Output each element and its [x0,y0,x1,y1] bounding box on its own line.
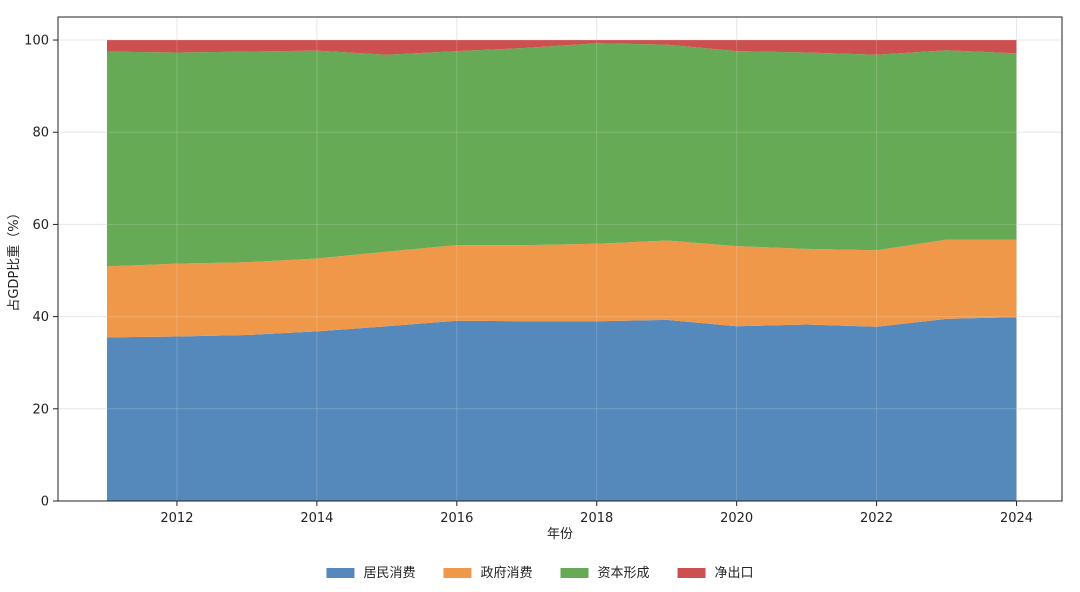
y-tick-label: 40 [32,310,49,325]
legend-item: 净出口 [677,566,754,581]
area-layer [58,17,1062,502]
x-tick-label: 2014 [300,511,333,526]
legend-label: 资本形成 [598,566,650,581]
legend: 居民消费 政府消费 资本形成 净出口 [326,566,754,581]
x-tick-label: 2012 [160,511,193,526]
grid-overlay [58,17,1062,502]
area-series-2 [106,43,1017,267]
legend-swatch [326,568,355,578]
plot-frame [57,16,1063,502]
y-tick-label: 60 [32,218,49,233]
legend-label: 居民消费 [363,566,415,581]
y-tick-label: 0 [41,495,49,510]
y-tick-label: 80 [32,126,49,141]
legend-label: 政府消费 [480,566,532,581]
y-axis-title: 占GDP比重（%） [6,206,22,311]
area-series-1 [106,239,1017,338]
x-tick-label: 2024 [1000,511,1033,526]
y-tick-label: 20 [32,402,49,417]
area-series-3 [106,40,1017,55]
legend-item: 居民消费 [326,566,415,581]
x-tick-label: 2016 [440,511,473,526]
x-axis-title: 年份 [547,527,573,542]
x-tick-label: 2022 [860,511,893,526]
y-tick-label: 100 [24,34,49,49]
legend-swatch [560,568,589,578]
y-axis: 0 20 40 60 80 100 [24,34,58,510]
legend-swatch [677,568,706,578]
x-axis: 2012 2014 2016 2018 2020 2022 2024 [160,501,1033,526]
legend-swatch [443,568,472,578]
x-tick-label: 2018 [580,511,613,526]
x-tick-label: 2020 [720,511,753,526]
legend-item: 资本形成 [560,566,650,581]
legend-label: 净出口 [715,566,754,581]
area-series-0 [106,317,1017,501]
legend-item: 政府消费 [443,566,533,581]
